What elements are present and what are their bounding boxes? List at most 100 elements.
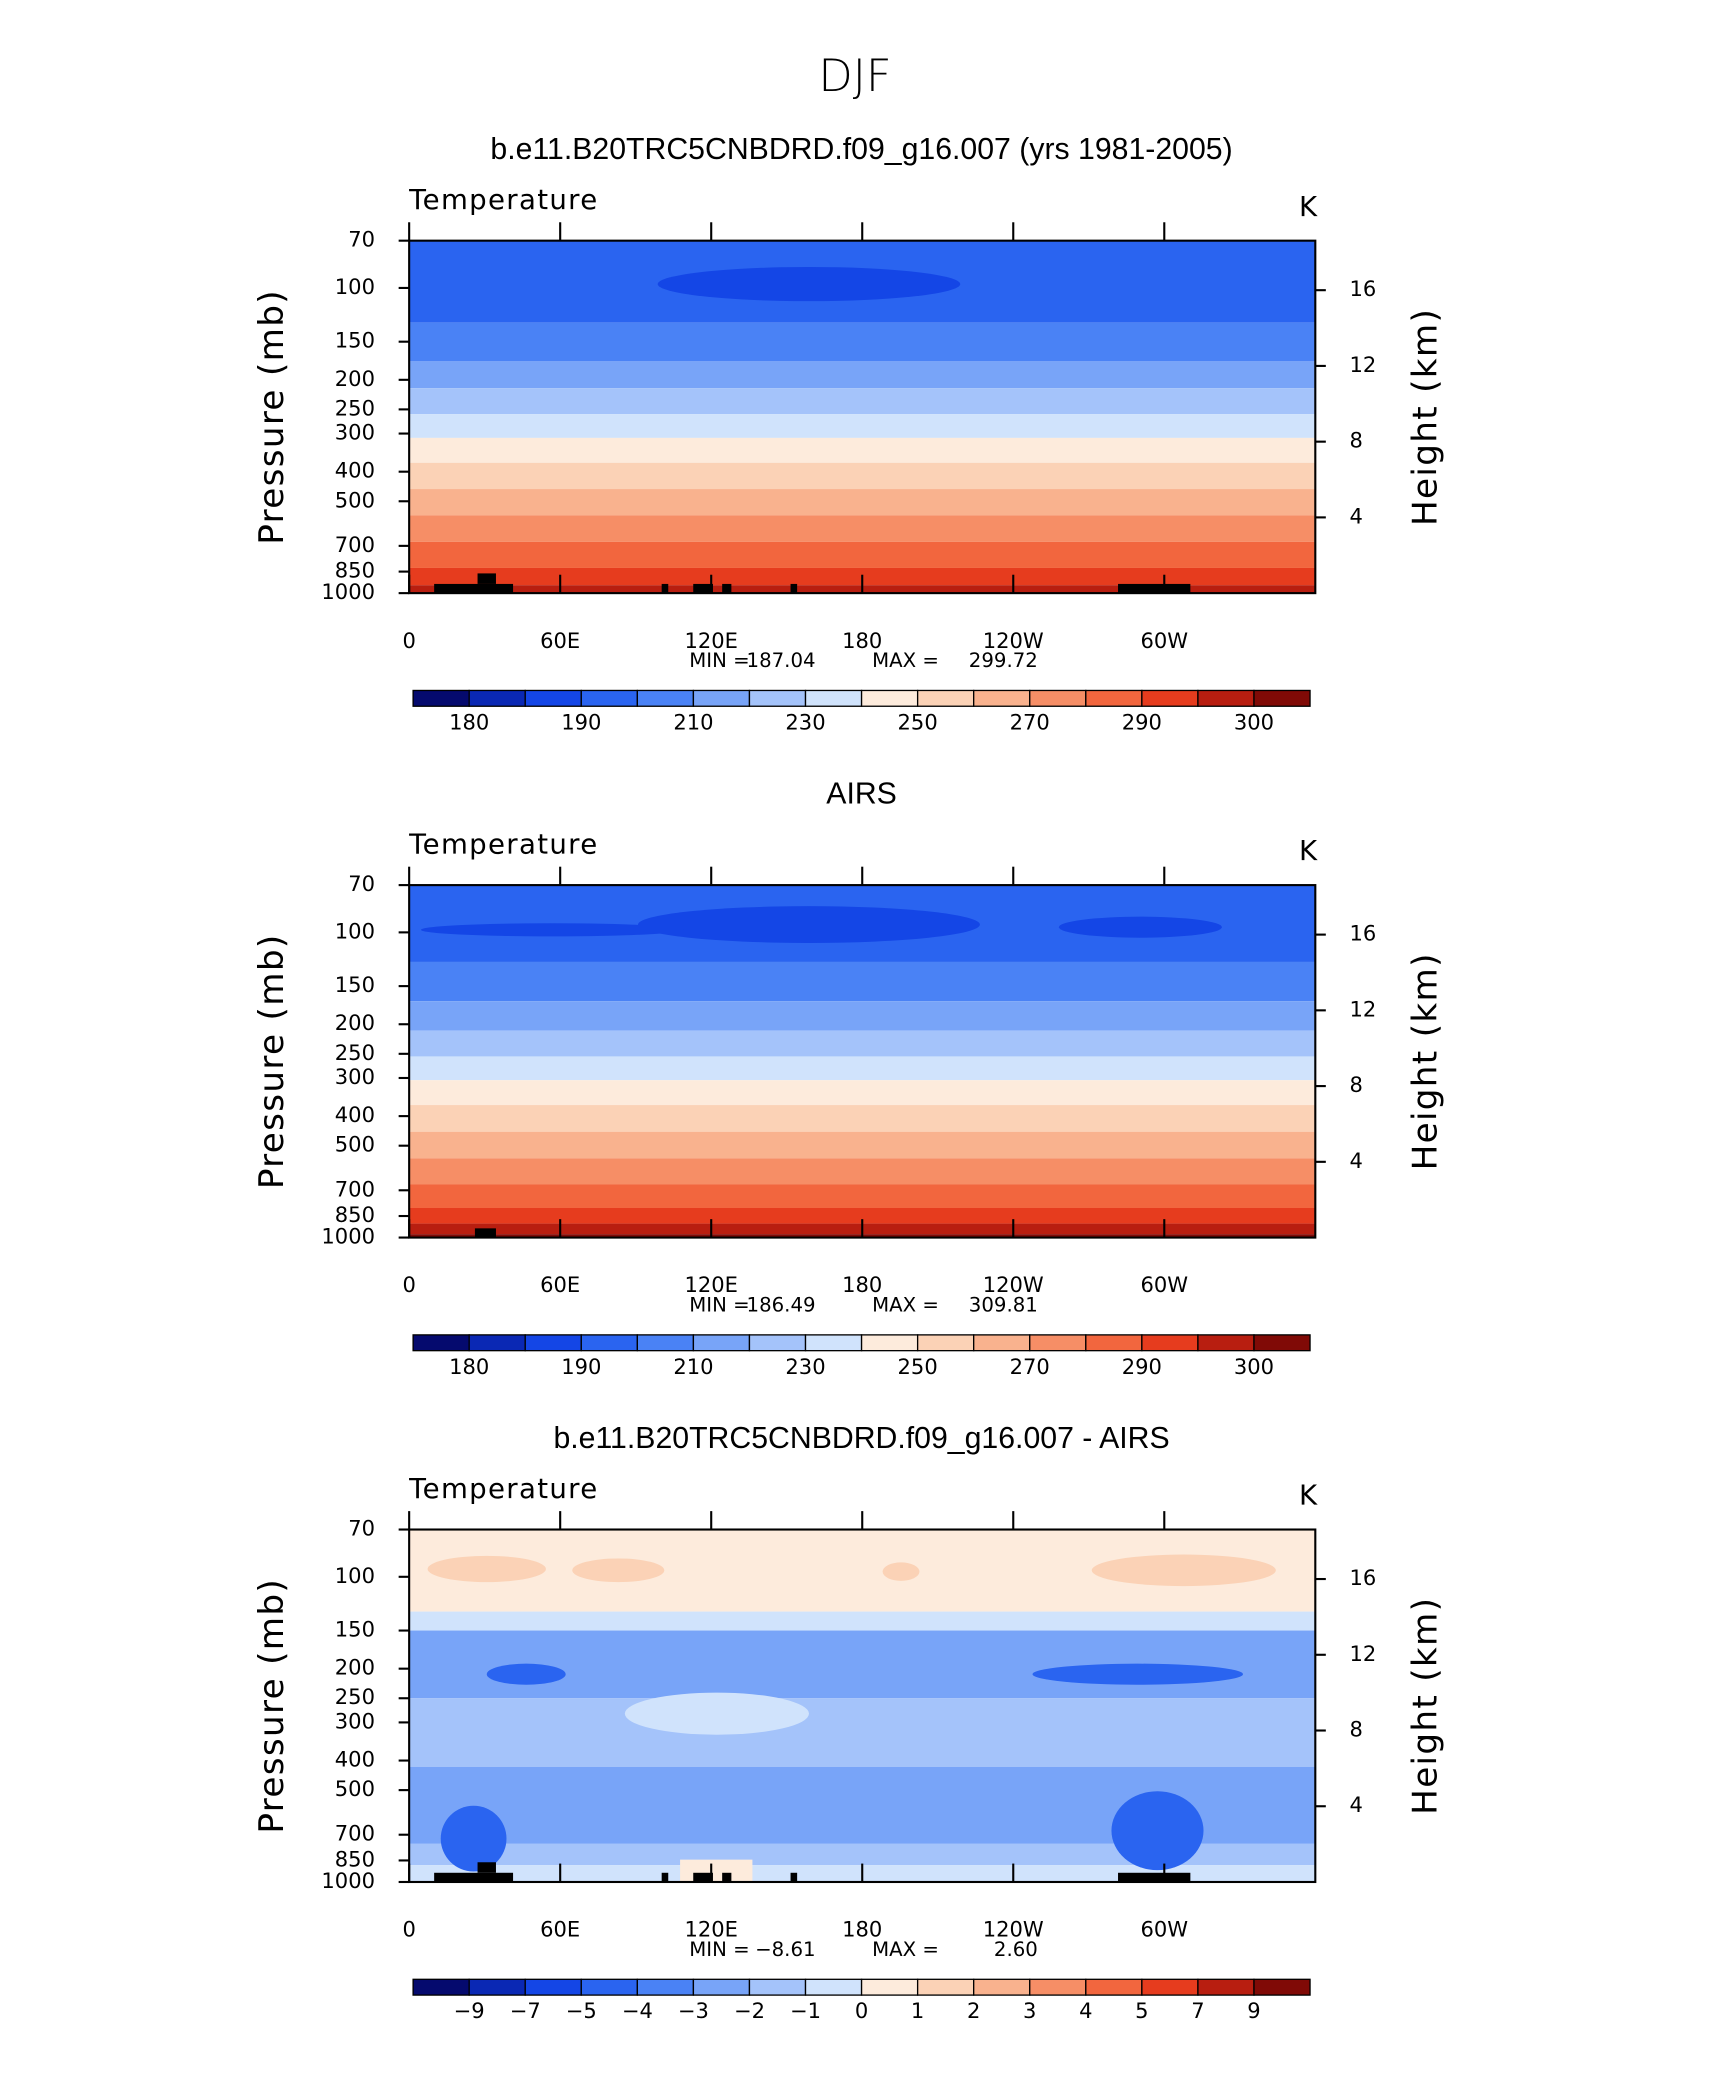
colorbar-box [1141,1334,1199,1352]
contour-band [409,462,1316,490]
units-label: K [1299,834,1318,867]
colorbar-box [748,1978,807,1996]
panel: AIRS Temperature K Pressure (mb) Height (km)… [252,778,1445,1379]
y2-tick-label: 12 [1349,1641,1376,1666]
variable-label: Temperature [408,828,598,861]
colorbar-box [1197,1334,1255,1352]
contour-band [409,515,1316,542]
colorbar-label: −5 [566,1998,597,2023]
y2-tick-label: 16 [1349,921,1376,946]
x-tick-label: 60W [1140,1917,1188,1942]
contour-band [409,1184,1316,1208]
colorbar-label: 230 [785,1354,825,1379]
cold-core [1058,916,1222,938]
contour-band [409,541,1316,568]
land-mask [434,573,1191,594]
colorbar-box [916,689,975,707]
colorbar-box [412,1978,470,1996]
panel-title: AIRS [826,778,897,811]
contour-band [409,1105,1316,1132]
colorbar-label: 180 [449,1354,489,1379]
x-tick-label: 60E [540,1917,580,1942]
y-tick-label: 300 [335,420,375,445]
x-tick-label: 180 [842,628,882,653]
y2-axis-label: Height (km) [1406,952,1446,1170]
y-tick-label: 850 [335,1202,375,1227]
y2-tick-label: 4 [1349,1792,1362,1817]
min-label: MIN = [689,649,749,672]
contour-band [409,489,1316,516]
colorbar-box [692,689,751,707]
y2-tick-label: 4 [1349,503,1362,528]
colorbar-box [692,1334,751,1352]
colorbar-label: 290 [1122,709,1162,734]
y-tick-label: 250 [335,1040,375,1065]
x-tick-label: 120W [983,1917,1044,1942]
colorbar-label: 190 [561,709,601,734]
y2-tick-label: 16 [1349,1565,1376,1590]
y-tick-label: 500 [335,1776,375,1801]
colorbar-box [860,1978,919,1996]
field [409,240,1316,594]
colorbar-box [1197,1978,1255,1996]
colorbar-label: 290 [1122,1354,1162,1379]
colorbar-label: 250 [898,1354,938,1379]
colorbar-box [580,1978,638,1996]
x-tick-label: 120E [684,628,737,653]
colorbar-label: −7 [510,1998,541,2023]
colorbar-label: 210 [673,1354,713,1379]
min-value: −8.61 [755,1938,815,1961]
contour-band [409,1001,1316,1031]
colorbar-label: 190 [561,1354,601,1379]
colorbar-box [692,1978,751,1996]
colorbar-label: 210 [673,709,713,734]
colorbar-label: −9 [454,1998,485,2023]
y-tick-label: 70 [348,1516,375,1541]
y-tick-label: 850 [335,1846,375,1871]
colorbar-box [636,1978,695,1996]
contour-band [409,1843,1316,1866]
y2-tick-label: 8 [1349,1072,1362,1097]
variable-label: Temperature [408,183,598,216]
y-tick-label: 70 [348,871,375,896]
colorbar-box [804,1978,863,1996]
y-tick-label: 100 [335,918,375,943]
y2-tick-label: 8 [1349,428,1362,453]
colorbar-label: 4 [1079,1998,1092,2023]
colorbar-label: 2 [967,1998,980,2023]
y-tick-label: 700 [335,1176,375,1201]
y2-tick-label: 12 [1349,352,1376,377]
land-mask [474,1228,496,1238]
colorbar-box [468,1978,526,1996]
panel: b.e11.B20TRC5CNBDRD.f09_g16.007 (yrs 198… [252,133,1445,734]
min-value: 187.04 [747,649,816,672]
y-axis-label: Pressure (mb) [252,289,292,545]
y-tick-label: 150 [335,972,375,997]
min-label: MIN = [689,1938,749,1961]
colorbar-box [1029,689,1087,707]
contour-band [409,1630,1316,1699]
colorbar-box [524,689,582,707]
contour-band [409,437,1316,463]
colorbar-box [1141,689,1199,707]
colorbar-box [973,689,1031,707]
colorbar-box [524,1334,582,1352]
max-label: MAX = [872,1293,939,1316]
field [409,1529,1316,1882]
colorbar-label: 0 [855,1998,868,2023]
colorbar-box [804,689,863,707]
y-tick-label: 150 [335,328,375,353]
colorbar-box [1085,1978,1143,1996]
colorbar-box [412,1334,470,1352]
colorbar-box [636,689,695,707]
contour-features [420,906,1222,1238]
y2-tick-label: 8 [1349,1717,1362,1742]
colorbar-label: 230 [785,709,825,734]
warm-patch [680,1859,753,1882]
figure-title: DJF [818,49,891,102]
colorbar-box [1085,689,1143,707]
contour-band [409,1131,1316,1159]
y-tick-label: 100 [335,1563,375,1588]
max-value: 2.60 [994,1938,1038,1961]
light-patch [624,1692,809,1735]
